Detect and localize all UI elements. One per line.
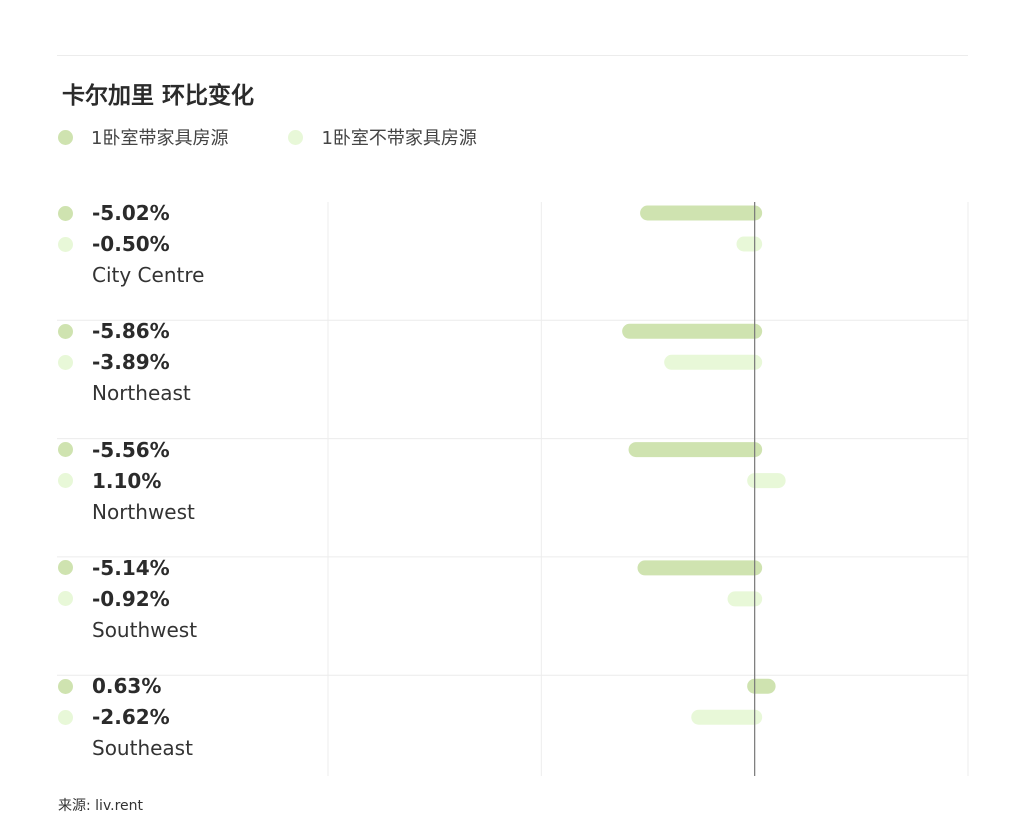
legend-dot-unfurnished — [288, 129, 304, 145]
legend-label-furnished: 1卧室带家具房源 — [91, 128, 229, 149]
series-dot — [58, 236, 73, 252]
data-label: -5.14% — [92, 555, 170, 580]
value-row-unfurnished: -3.89% — [58, 349, 170, 375]
value-row-furnished: -5.86% — [58, 318, 170, 344]
value-row-furnished: 0.63% — [58, 673, 161, 699]
source-note: 来源: liv.rent — [58, 798, 144, 814]
category-label: Southwest — [92, 617, 198, 642]
data-label: -2.62% — [92, 705, 170, 730]
category-label: Northwest — [92, 499, 195, 524]
value-row-furnished: -5.56% — [58, 437, 170, 463]
value-row-furnished: -5.02% — [58, 200, 170, 226]
series-dot — [58, 323, 73, 339]
value-row-unfurnished: -0.50% — [58, 231, 170, 257]
legend: 1卧室带家具房源 1卧室不带家具房源 — [58, 124, 537, 150]
series-dot — [58, 354, 73, 370]
series-dot — [58, 473, 73, 489]
legend-item-unfurnished: 1卧室不带家具房源 — [288, 124, 477, 150]
data-label: -5.02% — [92, 201, 170, 225]
legend-label-unfurnished: 1卧室不带家具房源 — [321, 128, 477, 149]
series-dot — [58, 591, 73, 607]
top-divider — [57, 55, 968, 56]
category-label: Northeast — [92, 381, 191, 406]
data-label: -5.86% — [92, 319, 170, 344]
value-row-furnished: -5.14% — [58, 555, 170, 581]
data-label: 0.63% — [92, 674, 162, 699]
data-label: 1.10% — [92, 468, 162, 493]
category-label: City Centre — [92, 263, 205, 287]
series-dot — [58, 678, 73, 694]
legend-dot-furnished — [58, 129, 73, 145]
chart-title: 卡尔加里 环比变化 — [62, 83, 255, 109]
series-dot — [58, 560, 73, 576]
legend-item-furnished: 1卧室带家具房源 — [58, 124, 228, 150]
series-dot — [58, 709, 73, 725]
category-label: Southeast — [92, 736, 193, 761]
value-row-unfurnished: -2.62% — [58, 704, 170, 730]
data-label: -5.56% — [92, 437, 170, 462]
data-label: -0.92% — [92, 586, 170, 611]
series-dot — [58, 442, 73, 458]
value-row-unfurnished: 1.10% — [58, 468, 161, 494]
data-label: -3.89% — [92, 350, 170, 375]
series-dot — [58, 205, 73, 221]
data-label: -0.50% — [92, 232, 170, 256]
value-row-unfurnished: -0.92% — [58, 586, 170, 612]
